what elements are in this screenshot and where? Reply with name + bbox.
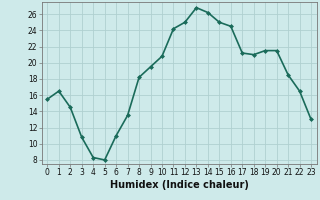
X-axis label: Humidex (Indice chaleur): Humidex (Indice chaleur) <box>110 180 249 190</box>
